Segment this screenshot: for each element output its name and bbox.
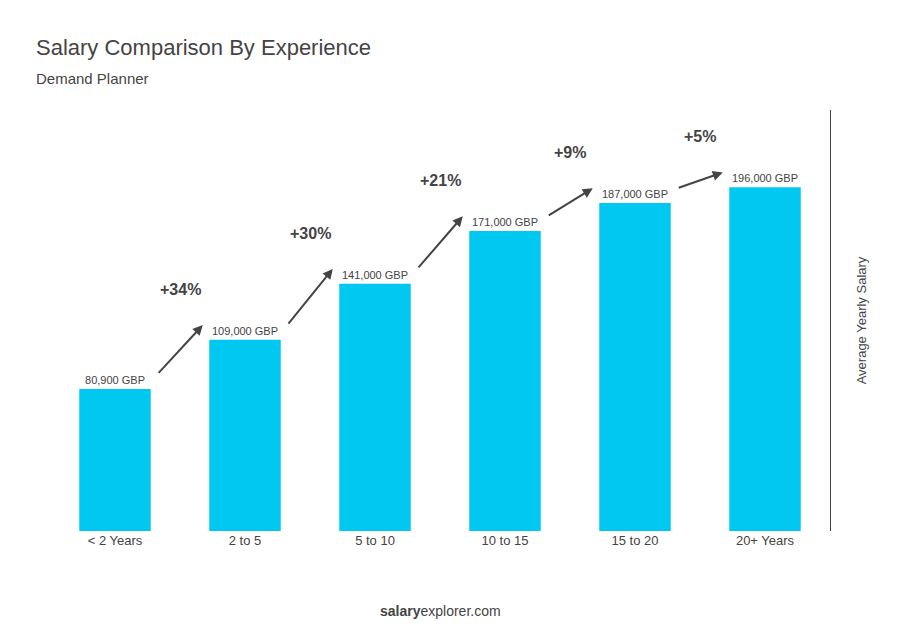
svg-text:+21%: +21% [420, 172, 461, 189]
svg-text:20+ Years: 20+ Years [736, 533, 795, 548]
svg-text:141,000 GBP: 141,000 GBP [342, 269, 408, 281]
svg-text:< 2 Years: < 2 Years [88, 533, 143, 548]
svg-text:109,000 GBP: 109,000 GBP [212, 325, 278, 337]
svg-text:196,000 GBP: 196,000 GBP [732, 172, 798, 184]
svg-text:187,000 GBP: 187,000 GBP [602, 188, 668, 200]
svg-text:15 to 20: 15 to 20 [612, 533, 659, 548]
svg-text:+34%: +34% [160, 281, 201, 298]
svg-text:salaryexplorer.com: salaryexplorer.com [380, 603, 501, 619]
svg-text:Average Yearly Salary: Average Yearly Salary [854, 256, 869, 384]
svg-text:5 to 10: 5 to 10 [355, 533, 395, 548]
svg-text:171,000 GBP: 171,000 GBP [472, 216, 538, 228]
svg-text:80,900 GBP: 80,900 GBP [85, 374, 145, 386]
svg-text:+9%: +9% [554, 144, 586, 161]
svg-text:+30%: +30% [290, 225, 331, 242]
svg-text:2 to 5: 2 to 5 [229, 533, 262, 548]
svg-text:Demand Planner: Demand Planner [36, 70, 149, 87]
svg-text:10 to 15: 10 to 15 [482, 533, 529, 548]
svg-text:+5%: +5% [684, 128, 716, 145]
svg-text:Salary Comparison By Experienc: Salary Comparison By Experience [36, 35, 371, 60]
